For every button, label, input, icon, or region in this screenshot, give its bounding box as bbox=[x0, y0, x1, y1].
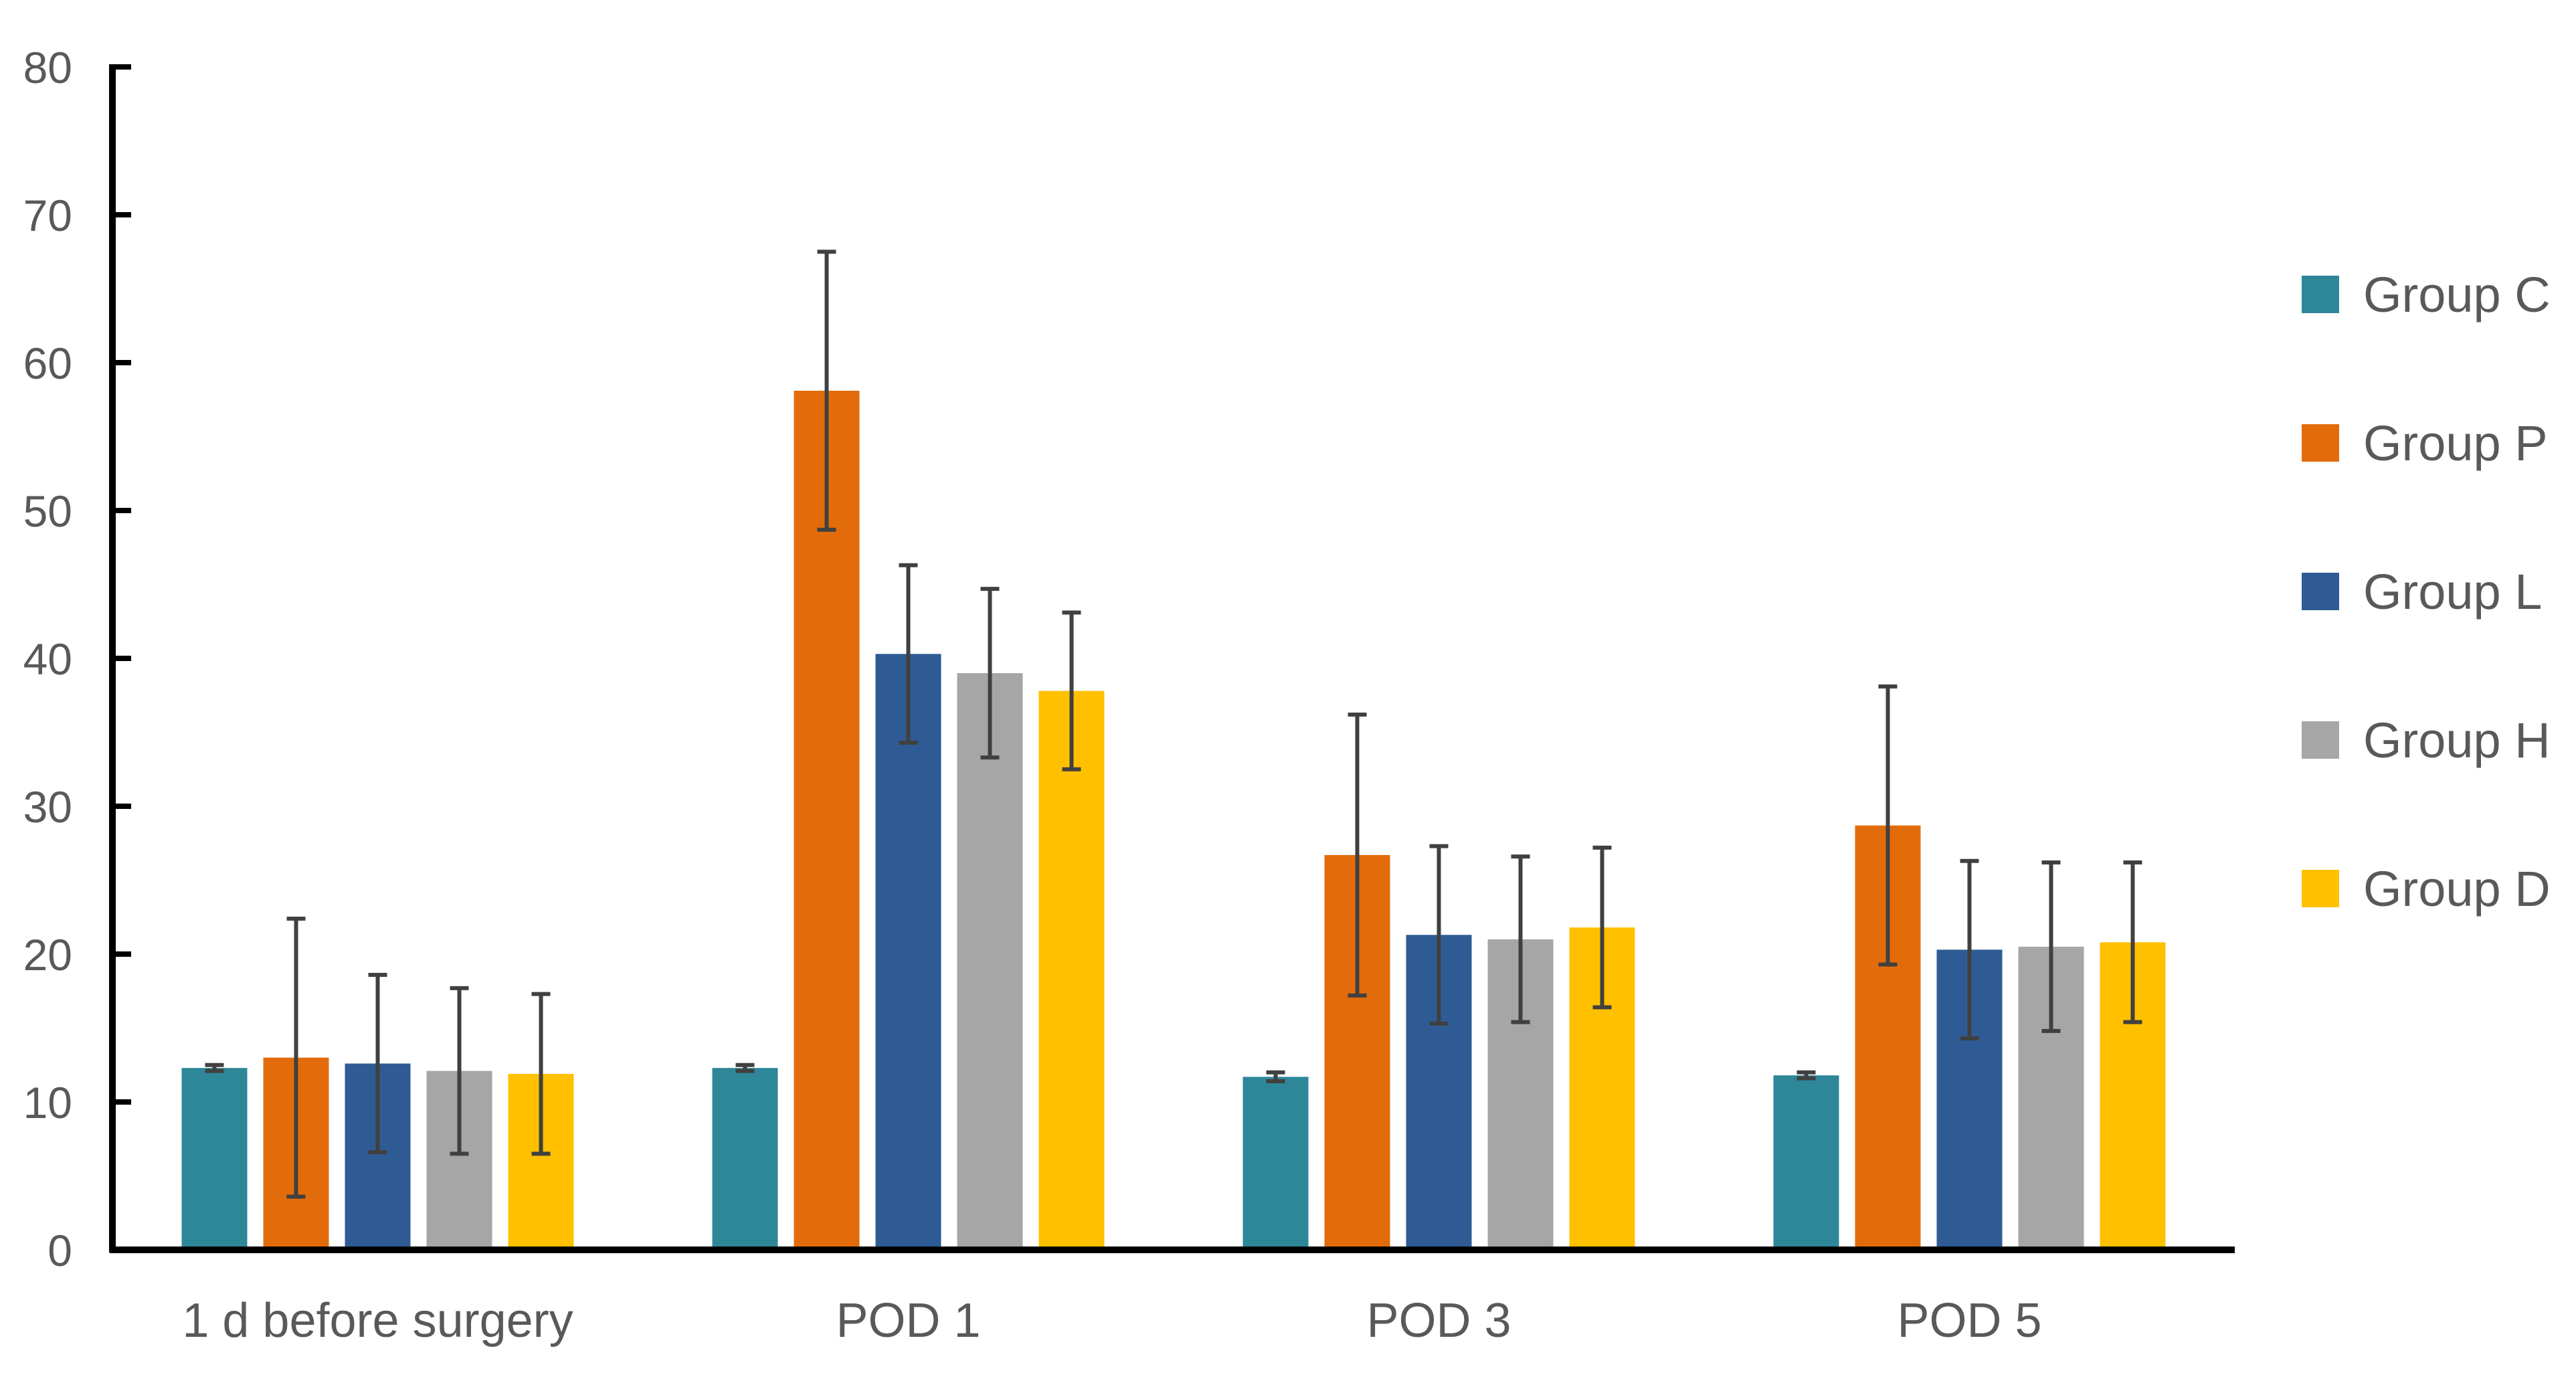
y-tick-label: 60 bbox=[23, 339, 72, 388]
bar bbox=[875, 654, 941, 1250]
legend-swatch bbox=[2302, 573, 2339, 610]
legend-item: Group P bbox=[2302, 416, 2548, 471]
legend-label: Group P bbox=[2363, 416, 2548, 471]
y-tick-label: 20 bbox=[23, 930, 72, 980]
bar bbox=[1773, 1075, 1839, 1250]
legend-swatch bbox=[2302, 721, 2339, 759]
x-axis-labels: 1 d before surgery POD 1 POD 3 POD 5 bbox=[182, 1294, 2041, 1348]
legend-swatch bbox=[2302, 870, 2339, 907]
x-category-label: POD 1 bbox=[836, 1294, 980, 1348]
y-tick-label: 0 bbox=[48, 1226, 72, 1275]
legend-label: Group D bbox=[2363, 861, 2551, 917]
legend-item: Group D bbox=[2302, 861, 2551, 917]
legend-label: Group L bbox=[2363, 564, 2542, 620]
bar bbox=[712, 1068, 778, 1250]
bar bbox=[1038, 690, 1105, 1250]
y-tick-label: 30 bbox=[23, 782, 72, 832]
y-tick-label: 70 bbox=[23, 191, 72, 240]
bar bbox=[957, 673, 1023, 1250]
y-axis-ticks: 0 10 20 30 40 50 60 70 80 bbox=[23, 43, 131, 1275]
bar bbox=[794, 390, 860, 1250]
error-bars bbox=[205, 250, 2142, 1199]
y-tick-label: 10 bbox=[23, 1078, 72, 1127]
y-tick-label: 40 bbox=[23, 634, 72, 684]
legend-label: Group H bbox=[2363, 713, 2551, 768]
legend: Group C Group P Group L Group H Group D bbox=[2302, 267, 2551, 917]
legend-label: Group C bbox=[2363, 267, 2551, 322]
bar bbox=[181, 1068, 248, 1250]
bar bbox=[1243, 1077, 1309, 1250]
y-tick-label: 50 bbox=[23, 486, 72, 536]
x-category-label: POD 3 bbox=[1366, 1294, 1511, 1348]
x-category-label: POD 5 bbox=[1897, 1294, 2041, 1348]
x-category-label: 1 d before surgery bbox=[182, 1294, 573, 1348]
legend-item: Group C bbox=[2302, 267, 2551, 322]
axes bbox=[109, 64, 2235, 1253]
legend-item: Group L bbox=[2302, 564, 2542, 620]
legend-item: Group H bbox=[2302, 713, 2551, 768]
y-tick-label: 80 bbox=[23, 43, 72, 92]
legend-swatch bbox=[2302, 424, 2339, 462]
legend-swatch bbox=[2302, 276, 2339, 313]
bar-series bbox=[181, 390, 2166, 1250]
